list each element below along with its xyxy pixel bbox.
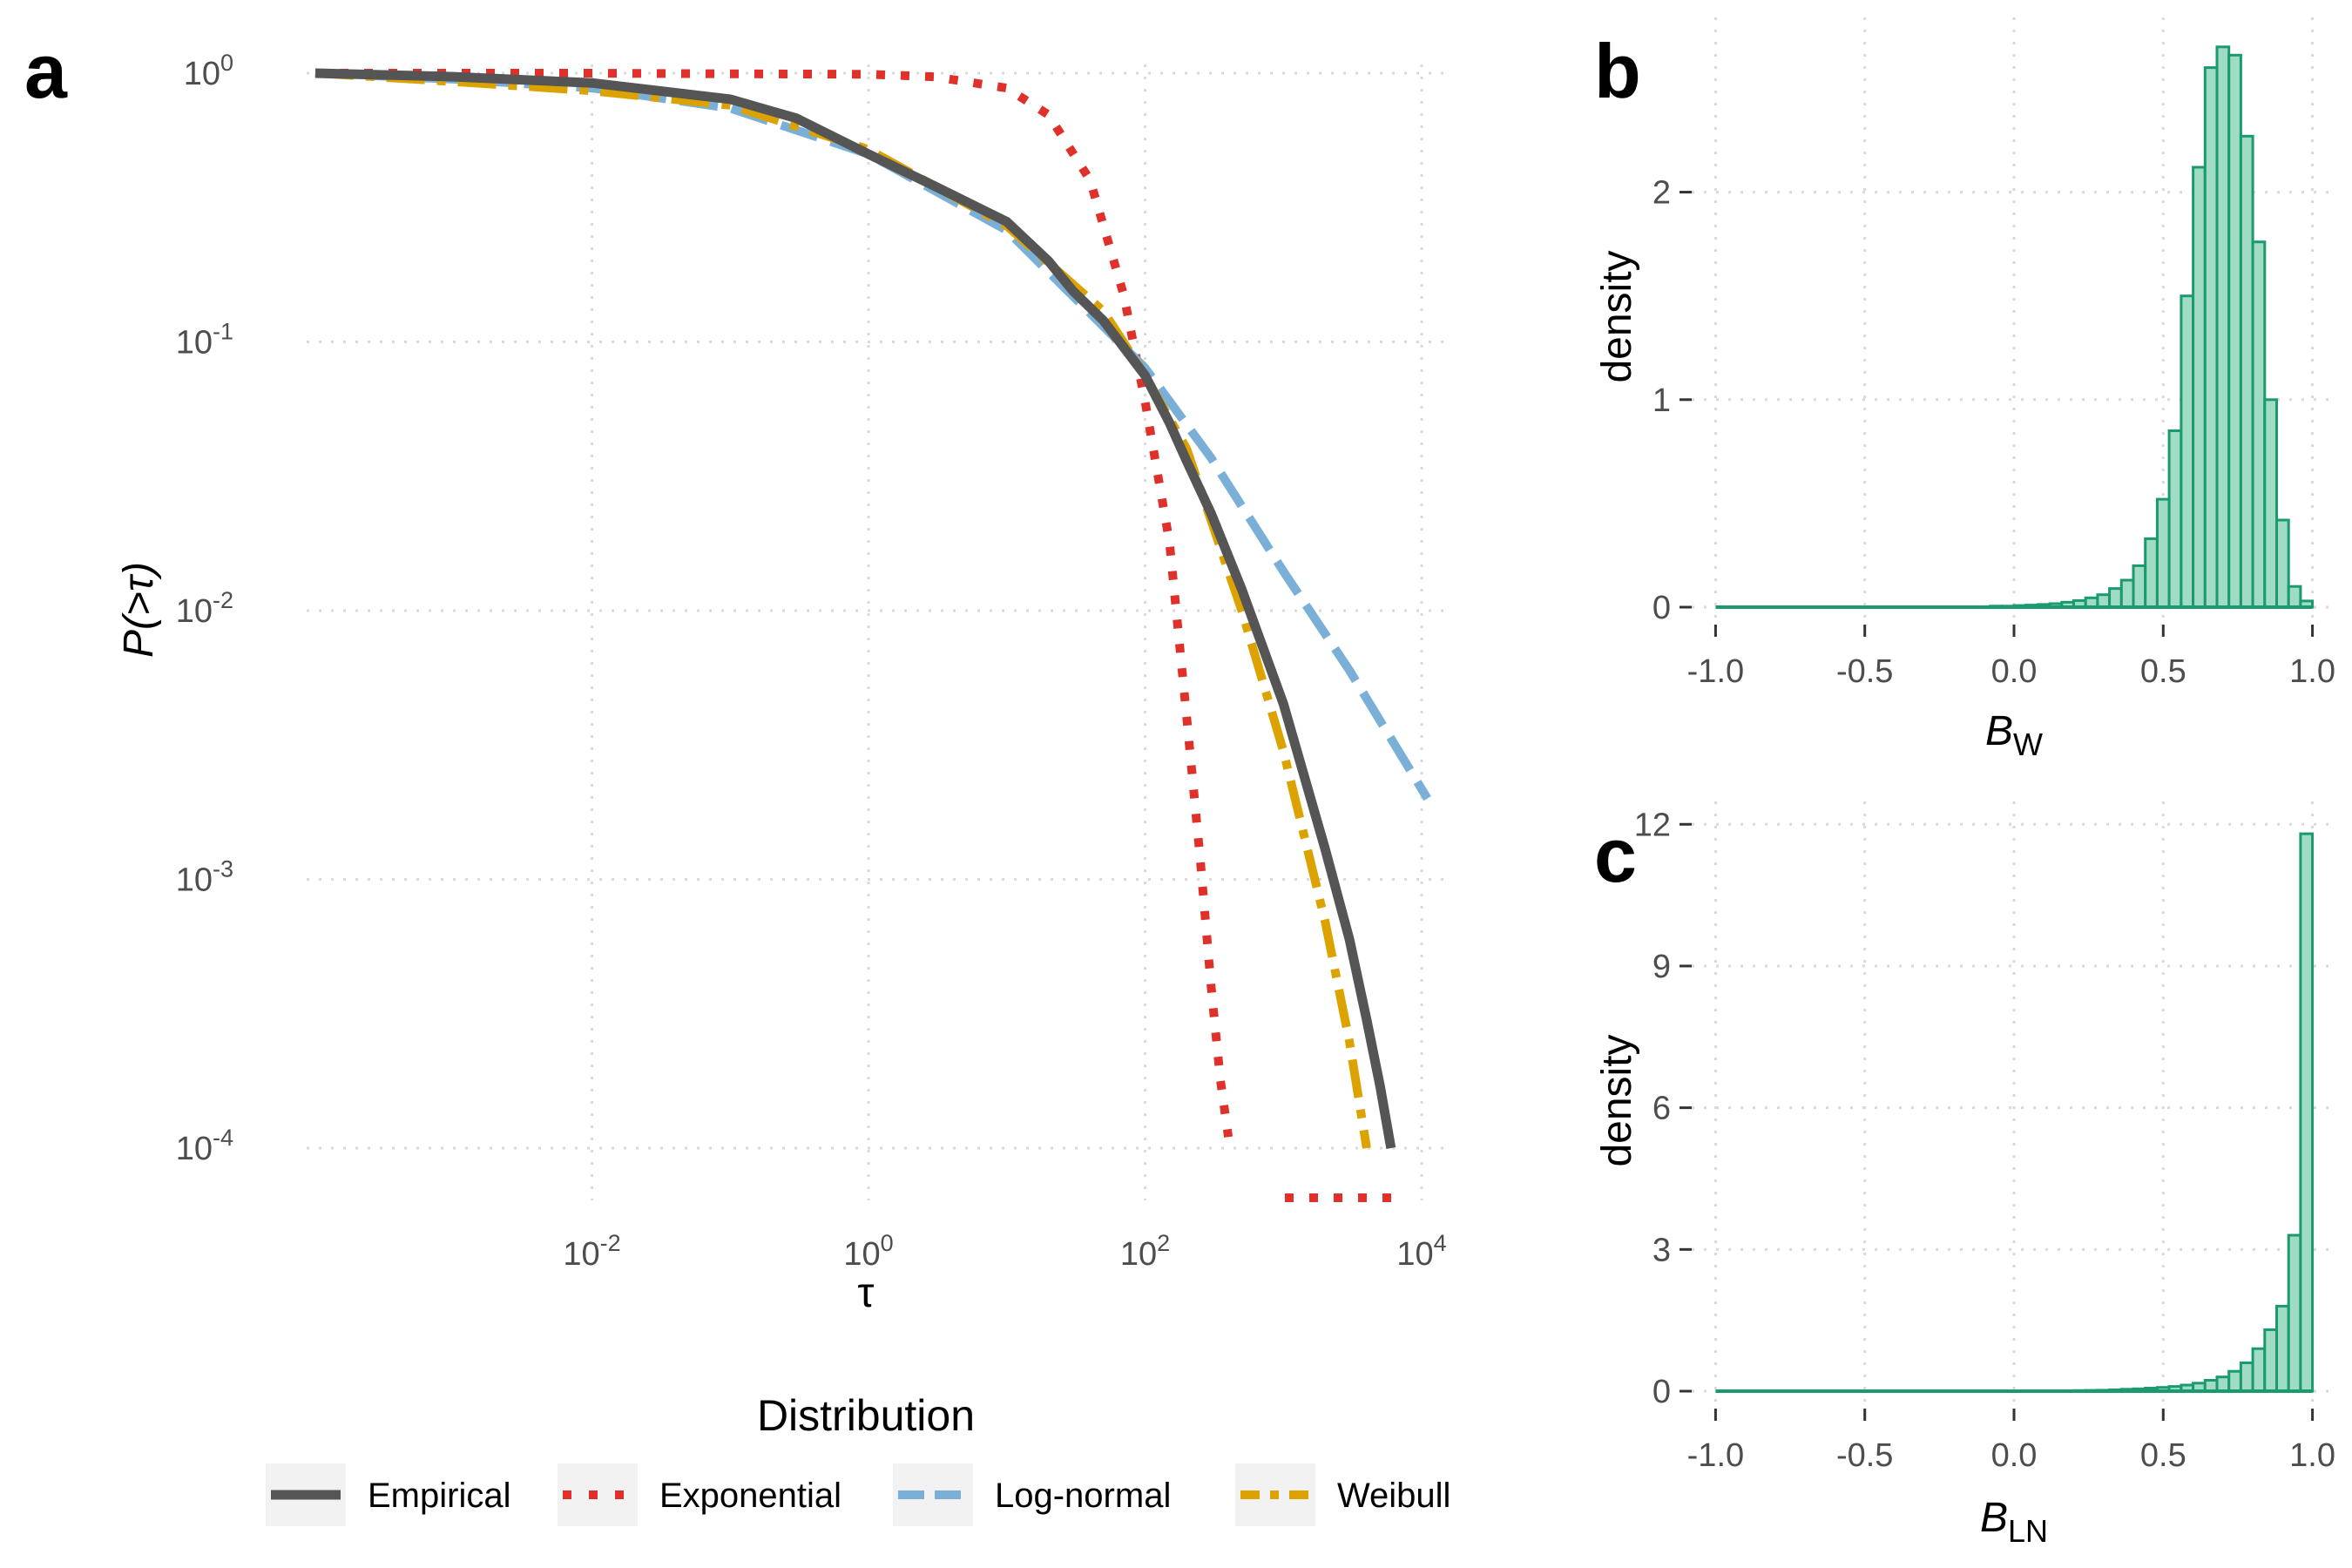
histogram-bar	[2096, 593, 2112, 609]
histogram-bar	[2287, 1233, 2302, 1393]
x-tick-label: 0.0	[1991, 653, 2038, 690]
x-axis-title: τ	[858, 1270, 875, 1316]
y-tick-exp: -2	[213, 587, 233, 613]
x-tick-exp: 4	[1434, 1230, 1447, 1256]
y-tick-label: 0	[1652, 590, 1671, 626]
histogram-bar	[2239, 1362, 2254, 1393]
panel-label-b: b	[1594, 28, 1641, 114]
legend-label-weibull: Weibull	[1337, 1477, 1450, 1515]
y-tick-base: 10	[176, 593, 213, 630]
legend-title: Distribution	[757, 1391, 975, 1440]
x-tick-label: -1.0	[1687, 653, 1744, 690]
histogram-bar	[2119, 578, 2135, 609]
x-tick-base: 10	[843, 1236, 880, 1273]
y-tick-exp: -1	[213, 319, 233, 345]
legend-label-empirical: Empirical	[368, 1477, 510, 1515]
histogram-bar	[2180, 294, 2195, 609]
x-tick-label: -1.0	[1687, 1437, 1744, 1474]
panel-label-a: a	[24, 28, 68, 114]
x-axis-title-main: B	[1980, 1495, 2008, 1541]
series-line-log-normal	[314, 69, 1431, 801]
y-tick-label: 2	[1652, 175, 1671, 212]
histogram-bar	[2203, 66, 2219, 609]
histogram-bar	[2155, 497, 2171, 609]
y-tick-label: 1	[1652, 382, 1671, 419]
y-tick-label: 0	[1652, 1374, 1671, 1410]
histogram-bar	[2144, 537, 2159, 609]
x-tick-label: 104	[1396, 1230, 1446, 1273]
histogram-bar	[2239, 134, 2254, 609]
x-tick-label: 0.5	[2140, 653, 2186, 690]
histogram-bar	[2215, 1375, 2231, 1393]
histogram-bar	[2251, 1347, 2267, 1393]
y-tick-label: 12	[1634, 807, 1671, 843]
histogram-bar	[2263, 398, 2279, 609]
y-axis-title: P(>τ)	[116, 562, 162, 658]
y-tick-base: 10	[176, 862, 213, 899]
histogram-bar	[2227, 1369, 2242, 1393]
x-axis-title-main: B	[1985, 708, 2013, 754]
y-axis-title: density	[1594, 1034, 1640, 1166]
x-tick-label: 10-2	[563, 1230, 620, 1273]
histogram-bar	[2227, 53, 2242, 609]
histogram-bar	[2108, 587, 2123, 609]
y-tick-label: 6	[1652, 1091, 1671, 1127]
series-line-exponential	[315, 69, 1233, 1138]
histogram-bar	[2167, 429, 2183, 609]
panel-c-histogram: -1.0 -0.5 0.0 0.5 1.0 0 3 6 9 12 BLN density	[1594, 801, 2336, 1549]
x-tick-exp: -2	[600, 1230, 621, 1256]
histogram-bar	[2287, 585, 2302, 609]
histogram-bar	[2215, 45, 2231, 609]
series-line-empirical	[314, 68, 1396, 1149]
y-tick-base: 10	[184, 56, 220, 92]
y-tick-base: 10	[176, 325, 213, 362]
x-tick-base: 10	[1396, 1236, 1433, 1273]
x-tick-label: 100	[843, 1230, 893, 1273]
histogram-bar	[2192, 166, 2207, 609]
x-tick-label: 102	[1120, 1230, 1170, 1273]
y-tick-exp: -3	[213, 856, 233, 882]
histogram-bar	[2251, 240, 2267, 609]
x-tick-label: 1.0	[2289, 1437, 2335, 1474]
x-tick-label: 0.5	[2140, 1437, 2186, 1474]
x-tick-label: 0.0	[1991, 1437, 2038, 1474]
y-tick-exp: -4	[213, 1125, 233, 1151]
histogram-bar	[2275, 518, 2290, 609]
x-tick-exp: 2	[1157, 1230, 1170, 1256]
x-tick-label: -0.5	[1836, 1437, 1893, 1474]
histogram-bar	[2263, 1328, 2279, 1393]
panel-label-c: c	[1594, 812, 1637, 898]
legend-label-exponential: Exponential	[659, 1477, 841, 1515]
x-tick-label: 1.0	[2289, 653, 2335, 690]
x-tick-base: 10	[563, 1236, 599, 1273]
y-tick-label: 100	[184, 50, 233, 92]
y-tick-exp: 0	[220, 50, 233, 76]
histogram-bar	[2275, 1304, 2290, 1393]
y-tick-label: 3	[1652, 1232, 1671, 1268]
y-tick-label: 10-2	[176, 587, 233, 630]
histogram-bar	[2132, 564, 2147, 609]
x-tick-label: -0.5	[1836, 653, 1893, 690]
x-axis-title: BW	[1985, 708, 2043, 762]
y-tick-label: 9	[1652, 949, 1671, 985]
y-axis-title: density	[1594, 250, 1640, 382]
legend-label-log-normal: Log-normal	[995, 1477, 1171, 1515]
y-tick-label: 10-3	[176, 856, 233, 899]
legend: Distribution Empirical Exponential Log-norm…	[266, 1391, 1450, 1526]
histogram-bar	[2299, 832, 2315, 1393]
x-tick-base: 10	[1120, 1236, 1157, 1273]
y-tick-label: 10-4	[176, 1125, 233, 1167]
x-axis-title-sub: LN	[2008, 1513, 2048, 1549]
x-axis-title: BLN	[1980, 1495, 2048, 1549]
y-tick-base: 10	[176, 1131, 213, 1167]
x-axis-title-sub: W	[2013, 727, 2043, 762]
x-tick-exp: 0	[881, 1230, 894, 1256]
y-tick-label: 10-1	[176, 319, 233, 362]
